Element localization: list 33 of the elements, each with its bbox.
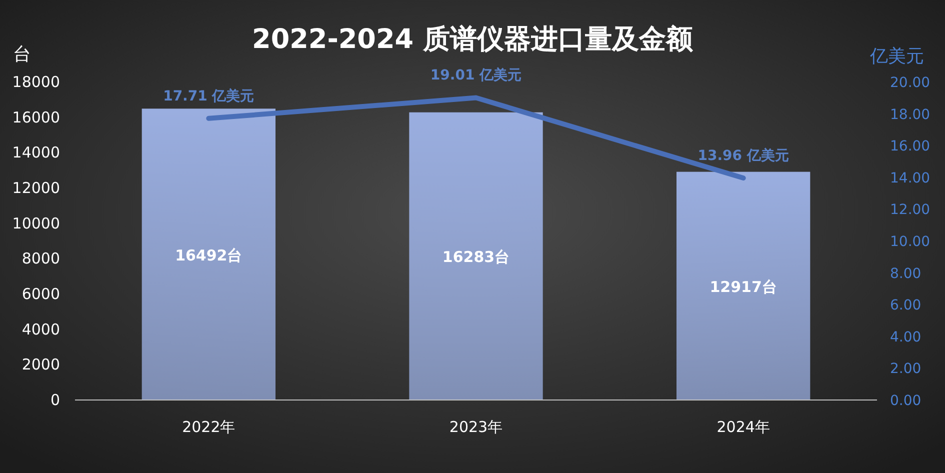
data-label: 16492台 bbox=[175, 246, 242, 264]
y2-tick-label: 0.00 bbox=[890, 393, 922, 409]
y2-tick-label: 20.00 bbox=[890, 75, 930, 91]
y-tick-label: 4000 bbox=[22, 320, 60, 338]
y-tick-label: 0 bbox=[50, 391, 60, 409]
x-tick-label: 2022年 bbox=[182, 418, 236, 436]
y-tick-label: 18000 bbox=[12, 73, 60, 91]
y-tick-label: 8000 bbox=[22, 250, 60, 268]
y-tick-label: 12000 bbox=[12, 179, 60, 197]
x-tick-label: 2024年 bbox=[716, 418, 770, 436]
y2-tick-label: 2.00 bbox=[890, 361, 922, 378]
y-tick-label: 2000 bbox=[22, 356, 60, 374]
y2-axis-title: 亿美元 bbox=[869, 46, 924, 67]
data-label: 13.96 亿美元 bbox=[698, 147, 789, 164]
y-axis-title: 台 bbox=[13, 44, 31, 65]
y-tick-label: 14000 bbox=[12, 144, 60, 162]
y-tick-label: 16000 bbox=[12, 108, 60, 126]
y2-tick-label: 8.00 bbox=[890, 266, 922, 282]
x-tick-label: 2023年 bbox=[449, 418, 503, 436]
y2-tick-label: 4.00 bbox=[890, 329, 922, 346]
y2-tick-label: 6.00 bbox=[890, 298, 922, 314]
y2-tick-label: 14.00 bbox=[890, 170, 930, 186]
y2-tick-label: 12.00 bbox=[890, 202, 930, 218]
data-label: 19.01 亿美元 bbox=[430, 66, 522, 84]
data-label: 16283台 bbox=[442, 248, 510, 266]
y-tick-label: 6000 bbox=[22, 285, 60, 303]
data-label: 12917台 bbox=[710, 278, 777, 296]
data-label: 17.71 亿美元 bbox=[163, 87, 254, 104]
y2-tick-label: 16.00 bbox=[890, 138, 930, 155]
y2-tick-label: 18.00 bbox=[890, 106, 930, 123]
y2-tick-label: 10.00 bbox=[890, 234, 930, 250]
y-tick-label: 10000 bbox=[12, 214, 60, 232]
chart-title: 2022-2024 质谱仪器进口量及金额 bbox=[252, 24, 694, 55]
